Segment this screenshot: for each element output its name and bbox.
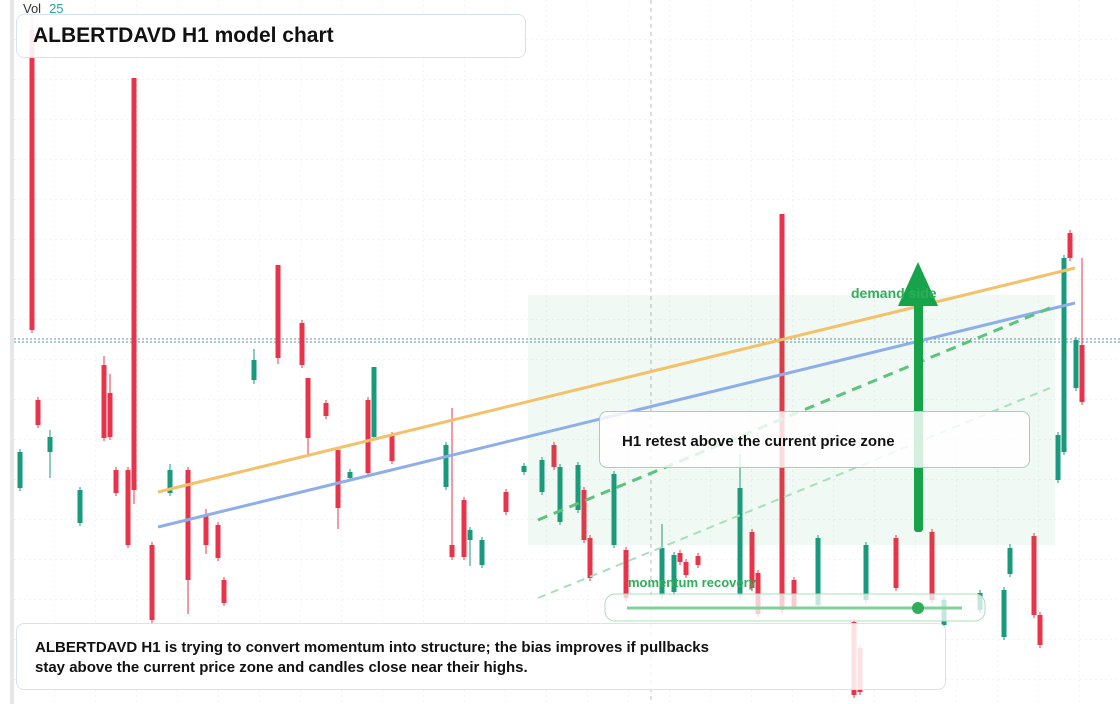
candle-body: [863, 545, 869, 600]
candle-body: [521, 466, 527, 472]
candle-body: [467, 530, 473, 540]
candle-body: [815, 538, 821, 605]
candle-body: [1055, 435, 1061, 480]
candle-body: [551, 445, 557, 467]
volume-label: Vol: [23, 1, 42, 16]
candle-body: [539, 460, 545, 492]
annotation-box: H1 retest above the current price zone: [599, 411, 1030, 468]
candle-body: [611, 474, 617, 545]
candle-body: [1001, 590, 1007, 637]
candle-body: [35, 400, 41, 425]
candle-body: [305, 378, 311, 438]
candle-body: [323, 403, 329, 416]
chart-title: ALBERTDAVD H1 model chart: [16, 14, 526, 58]
candle-body: [347, 472, 353, 478]
candle-body: [17, 452, 23, 488]
candle-body: [677, 553, 683, 562]
candle-body: [275, 265, 281, 358]
candle-body: [587, 538, 593, 578]
candle-body: [623, 550, 629, 598]
candle-body: [299, 323, 305, 365]
candle-body: [221, 580, 227, 603]
candle-body: [215, 525, 221, 558]
candle-body: [371, 367, 377, 437]
volume-value: 25: [49, 1, 64, 16]
caption-box: ALBERTDAVD H1 is trying to convert momen…: [16, 623, 946, 690]
candle-body: [1067, 233, 1073, 258]
candle-body: [167, 470, 173, 493]
candle-body: [929, 532, 935, 600]
candle-body: [443, 445, 449, 487]
candle-body: [107, 393, 113, 437]
candle-body: [575, 465, 581, 510]
candle-body: [131, 78, 137, 490]
candle-body: [1079, 345, 1085, 402]
momentum-dot: [912, 602, 924, 614]
candle-body: [449, 545, 455, 557]
candle-body: [365, 400, 371, 473]
candle-body: [335, 450, 341, 508]
candle-body: [581, 490, 587, 540]
candle-body: [185, 470, 191, 580]
candle-body: [113, 470, 119, 493]
candle-body: [251, 360, 257, 380]
candle-body: [101, 365, 107, 438]
candle-body: [557, 467, 563, 522]
candle-body: [461, 500, 467, 557]
candle-body: [749, 532, 755, 588]
annotation: demand side: [851, 285, 937, 301]
arrow-head: [898, 262, 938, 306]
candle-body: [737, 488, 743, 595]
candle-body: [77, 490, 83, 523]
candle-body: [125, 470, 131, 545]
candle-body: [659, 548, 665, 595]
caption: ALBERTDAVD H1 is trying to convert momen…: [35, 639, 709, 676]
candle-body: [671, 555, 677, 592]
candle-body: [1073, 340, 1079, 388]
candle-body: [1031, 536, 1037, 615]
candle-body: [683, 562, 689, 575]
candle-body: [47, 437, 53, 452]
candle-body: [389, 435, 395, 461]
candle-body: [695, 556, 701, 565]
left-border: [10, 0, 14, 704]
candle-body: [479, 540, 485, 565]
candle-body: [29, 30, 35, 330]
candle-body: [503, 492, 509, 512]
candle-body: [149, 545, 155, 620]
candle-body: [1037, 615, 1043, 645]
candle-body: [203, 515, 209, 545]
volume-legend: Vol 25: [23, 1, 64, 16]
candle-body: [1061, 258, 1067, 452]
candle-body: [1007, 548, 1013, 574]
candle-body: [893, 538, 899, 588]
annotation: momentum recovery: [628, 575, 756, 590]
